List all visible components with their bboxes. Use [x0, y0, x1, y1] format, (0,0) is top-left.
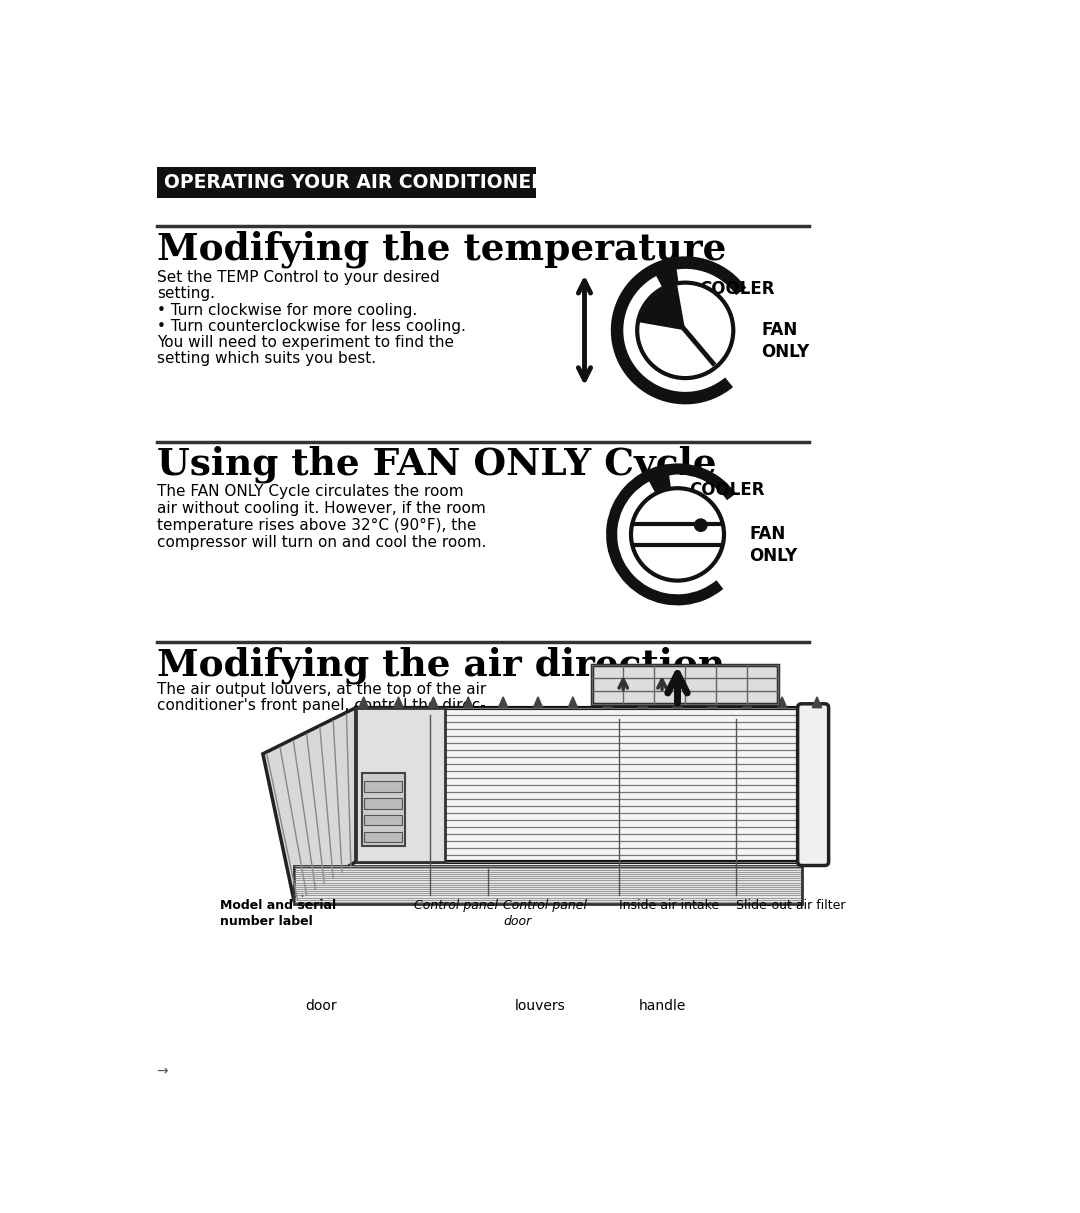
- Text: conditioner's front panel, control the direc-: conditioner's front panel, control the d…: [157, 699, 485, 713]
- Text: Control panel
door: Control panel door: [503, 899, 588, 928]
- Text: Model and serial
number label: Model and serial number label: [220, 899, 336, 928]
- Bar: [364, 815, 403, 826]
- Text: Control panel: Control panel: [414, 899, 498, 912]
- Text: COOLER: COOLER: [689, 480, 765, 499]
- Text: • Turn clockwise for more cooling.: • Turn clockwise for more cooling.: [157, 302, 417, 318]
- Circle shape: [631, 488, 724, 581]
- Polygon shape: [534, 697, 542, 707]
- Text: handle: handle: [638, 998, 686, 1013]
- Text: COOLER: COOLER: [699, 280, 774, 298]
- Polygon shape: [778, 697, 786, 707]
- Text: louvers: louvers: [515, 998, 566, 1013]
- Bar: [364, 798, 403, 809]
- Text: setting which suits you best.: setting which suits you best.: [157, 351, 376, 366]
- Circle shape: [637, 283, 733, 378]
- Text: • Turn counterclockwise for less cooling.: • Turn counterclockwise for less cooling…: [157, 319, 465, 334]
- Bar: [294, 866, 801, 904]
- Bar: [592, 665, 779, 704]
- Polygon shape: [499, 697, 508, 707]
- Bar: [356, 707, 445, 861]
- Bar: [364, 781, 403, 792]
- Bar: [157, 167, 537, 198]
- Polygon shape: [568, 697, 578, 707]
- Text: Modifying the temperature: Modifying the temperature: [157, 230, 726, 268]
- Text: Using the FAN ONLY Cycle: Using the FAN ONLY Cycle: [157, 446, 716, 483]
- Bar: [356, 707, 825, 861]
- Text: FAN
ONLY: FAN ONLY: [750, 525, 798, 565]
- Polygon shape: [743, 697, 752, 707]
- Text: setting.: setting.: [157, 286, 215, 302]
- Bar: [362, 773, 405, 847]
- Wedge shape: [639, 285, 685, 330]
- Polygon shape: [429, 697, 438, 707]
- Wedge shape: [645, 466, 677, 535]
- Text: compressor will turn on and cool the room.: compressor will turn on and cool the roo…: [157, 535, 486, 551]
- Text: air without cooling it. However, if the room: air without cooling it. However, if the …: [157, 501, 485, 517]
- Text: temperature rises above 32°C (90°F), the: temperature rises above 32°C (90°F), the: [157, 518, 476, 534]
- Polygon shape: [638, 697, 647, 707]
- FancyBboxPatch shape: [798, 704, 828, 866]
- Text: →: →: [157, 1064, 168, 1078]
- Text: Modifying the air direction: Modifying the air direction: [157, 647, 725, 684]
- Text: Slide-out air filter: Slide-out air filter: [735, 899, 846, 912]
- Polygon shape: [359, 697, 368, 707]
- Polygon shape: [394, 697, 403, 707]
- Text: door: door: [306, 998, 337, 1013]
- Circle shape: [694, 519, 707, 531]
- Polygon shape: [673, 697, 683, 707]
- Text: The air output louvers, at the top of the air: The air output louvers, at the top of th…: [157, 682, 486, 697]
- Polygon shape: [707, 697, 717, 707]
- Polygon shape: [603, 697, 612, 707]
- Polygon shape: [262, 707, 356, 900]
- Text: The FAN ONLY Cycle circulates the room: The FAN ONLY Cycle circulates the room: [157, 484, 463, 500]
- Text: Set the TEMP Control to your desired: Set the TEMP Control to your desired: [157, 270, 440, 285]
- Text: You will need to experiment to find the: You will need to experiment to find the: [157, 335, 454, 351]
- Polygon shape: [812, 697, 822, 707]
- Text: Inside air intake: Inside air intake: [619, 899, 719, 912]
- Bar: [364, 832, 403, 842]
- Text: OPERATING YOUR AIR CONDITIONER: OPERATING YOUR AIR CONDITIONER: [164, 173, 546, 192]
- Text: FAN
ONLY: FAN ONLY: [761, 321, 809, 361]
- Polygon shape: [463, 697, 473, 707]
- Circle shape: [663, 304, 674, 315]
- Wedge shape: [651, 258, 685, 330]
